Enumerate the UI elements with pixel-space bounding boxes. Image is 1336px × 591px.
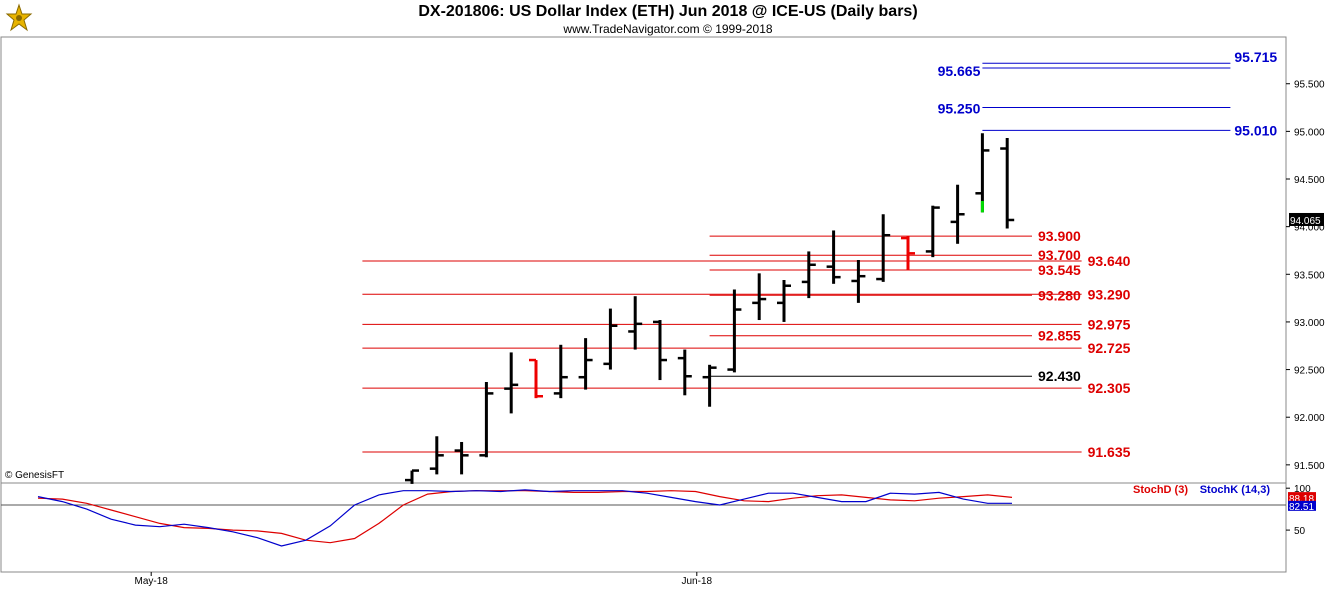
- level-label: 93.640: [1088, 253, 1131, 269]
- level-label: 93.290: [1088, 286, 1131, 302]
- level-label: 93.700: [1038, 247, 1081, 263]
- price-tick-label: 92.500: [1294, 366, 1325, 377]
- stoch-d-line: [37, 490, 1013, 544]
- trade-navigator-logo-icon: [5, 3, 33, 32]
- date-tick-label: May-18: [135, 576, 169, 587]
- level-label: 92.430: [1038, 368, 1081, 384]
- stoch-tick-label: 100: [1294, 484, 1311, 495]
- stoch-k-last-value: 82.51: [1289, 502, 1314, 513]
- level-lines: 95.715 95.665 95.250 95.010 93.900 93.700 93.6…: [362, 49, 1277, 460]
- price-tick-label: 93.000: [1294, 318, 1325, 329]
- level-label: 92.725: [1088, 340, 1131, 356]
- stoch-k-line: [37, 489, 1012, 547]
- price-tick-label: 95.500: [1294, 80, 1325, 91]
- last-price-box: [1289, 212, 1324, 226]
- date-axis: May-18 Jun-18: [135, 572, 713, 587]
- stoch-k-last-box: [1288, 500, 1316, 511]
- price-tick-label: 94.500: [1294, 175, 1325, 186]
- price-tick-label: 92.000: [1294, 413, 1325, 424]
- price-tick-label: 94.000: [1294, 223, 1325, 234]
- price-tick-label: 91.500: [1294, 461, 1325, 472]
- stoch-d-last-box: [1288, 492, 1316, 504]
- level-label: 95.010: [1234, 122, 1277, 138]
- level-label: 92.855: [1038, 328, 1081, 344]
- level-label: 92.305: [1088, 380, 1131, 396]
- price-tick-label: 95.000: [1294, 127, 1325, 138]
- price-tick-label: 93.500: [1294, 270, 1325, 281]
- last-price-label: 94.065: [1290, 216, 1321, 227]
- price-bars: [405, 133, 1015, 484]
- level-label: 93.900: [1038, 228, 1081, 244]
- level-label: 95.715: [1234, 49, 1277, 65]
- chart-title: DX-201806: US Dollar Index (ETH) Jun 201…: [418, 3, 918, 20]
- level-label: 93.545: [1038, 262, 1081, 278]
- level-label: 91.635: [1088, 444, 1131, 460]
- stoch-k-legend: StochK (14,3): [1200, 484, 1271, 496]
- level-label: 93.280: [1038, 287, 1081, 303]
- date-tick-label: Jun-18: [682, 576, 713, 587]
- stoch-tick-label: 50: [1294, 526, 1306, 537]
- stoch-d-legend: StochD (3): [1133, 484, 1188, 496]
- level-label: 95.665: [938, 63, 981, 79]
- level-label: 95.250: [938, 101, 981, 117]
- level-label: 92.975: [1088, 316, 1131, 332]
- stoch-d-last-value: 88.18: [1289, 494, 1314, 505]
- chart-subtitle: www.TradeNavigator.com © 1999-2018: [563, 22, 773, 36]
- watermark-text: © GenesisFT: [5, 470, 64, 481]
- price-axis: 91.500 92.000 92.500 93.000 93.500 94.000 94.5…: [1286, 80, 1325, 472]
